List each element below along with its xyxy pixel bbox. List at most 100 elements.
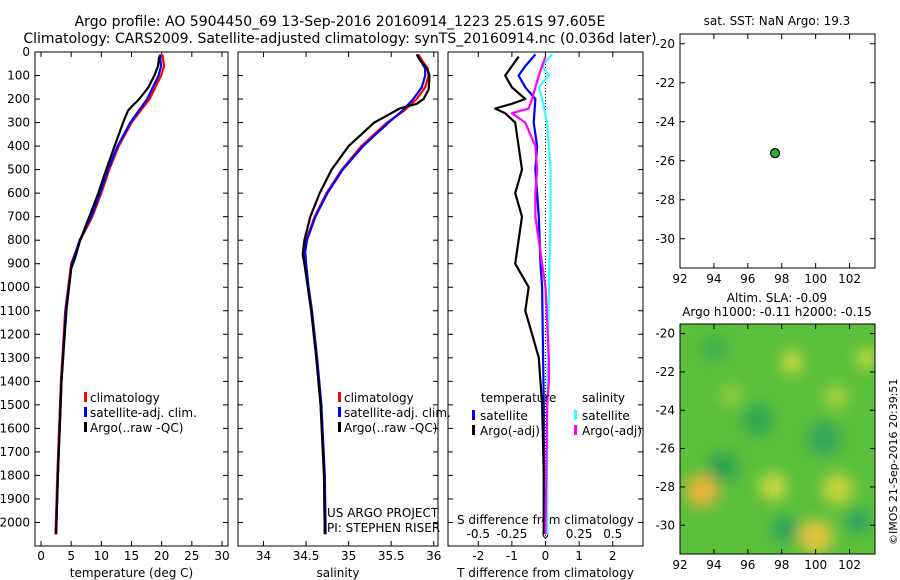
y-tick-label: -24: [655, 115, 675, 129]
y-tick-label: -20: [655, 37, 675, 51]
sla-heatmap-field: [680, 324, 875, 554]
x-tick-label: 36: [426, 549, 441, 563]
x-tick-label: 102: [838, 272, 861, 286]
y-tick-label: -28: [655, 480, 675, 494]
series-line-argo-raw-qc-: [301, 53, 431, 535]
x-tick-label: 98: [774, 558, 789, 572]
series-line-argo-raw-qc-: [55, 56, 161, 535]
y-tick-label: 700: [7, 210, 30, 224]
legend-title-temperature: temperature: [481, 391, 556, 405]
series-line-climatology: [54, 54, 166, 535]
sla-heatmap-background: [680, 324, 875, 554]
legend-entry: climatology: [90, 391, 160, 405]
x-axis-label: temperature (deg C): [70, 566, 193, 580]
x-axis-label: salinity: [316, 566, 359, 580]
y-tick-label: 1900: [0, 492, 30, 506]
figure-title-line1: Argo profile: AO 5904450_69 13-Sep-2016 …: [74, 14, 606, 30]
y-tick-label: -30: [655, 232, 675, 246]
map-title: sat. SST: NaN Argo: 19.3: [704, 14, 851, 28]
sla-anomaly-patch: [856, 348, 875, 369]
x-tick-label: 98: [774, 272, 789, 286]
x-tick-label: 94: [706, 558, 721, 572]
x-tick-label: 35: [341, 549, 356, 563]
series-line-salinity-argo-adj-: [510, 56, 551, 535]
x-tick-label: 102: [838, 558, 861, 572]
y-tick-label: 100: [7, 69, 30, 83]
legend-entry: satellite-adj. clim.: [344, 406, 451, 420]
x-tick-label: 0: [37, 549, 45, 563]
sla-anomaly-patch: [771, 515, 799, 543]
x-tick-label: 10: [94, 549, 109, 563]
sla-anomaly-patch: [720, 384, 742, 406]
x-tick-label: -2: [472, 549, 484, 563]
legend-entry: Argo(..raw -QC): [90, 421, 183, 435]
legend-swatch: [84, 422, 87, 432]
y-tick-label: 1300: [0, 351, 30, 365]
secondary-x-tick-label: 0.25: [566, 527, 593, 541]
y-tick-label: 1700: [0, 445, 30, 459]
y-tick-label: -22: [655, 365, 675, 379]
secondary-x-tick-label: -0.5: [467, 527, 490, 541]
y-tick-label: 0: [22, 45, 30, 59]
legend-swatch: [84, 407, 87, 417]
sla-anomaly-patch: [807, 422, 842, 456]
x-tick-label: 30: [214, 549, 229, 563]
legend-entry: Argo(-adj): [582, 424, 642, 438]
legend-swatch: [84, 392, 87, 402]
legend-swatch: [472, 425, 475, 435]
x-tick-label: 2: [609, 549, 617, 563]
y-tick-label: 200: [7, 92, 30, 106]
y-tick-label: 2000: [0, 515, 30, 529]
secondary-x-tick-label: 0.5: [603, 527, 622, 541]
sla-anomaly-patch: [702, 337, 726, 361]
axes-frame-temperature: [34, 51, 229, 547]
x-tick-label: 20: [154, 549, 169, 563]
y-tick-label: 900: [7, 257, 30, 271]
x-tick-label: 0: [542, 549, 550, 563]
sla-anomaly-patch: [824, 384, 848, 409]
legend-swatch: [338, 422, 341, 432]
legend-swatch: [574, 410, 577, 420]
legend-entry: Argo(..raw -QC): [344, 421, 437, 435]
y-tick-label: 1000: [0, 280, 30, 294]
x-tick-label: 25: [184, 549, 199, 563]
sla-anomaly-patch: [798, 519, 833, 554]
series-line-temperature-satellite: [517, 53, 545, 535]
y-tick-label: -26: [655, 442, 675, 456]
y-tick-label: 1600: [0, 421, 30, 435]
y-tick-label: 400: [7, 139, 30, 153]
legend-swatch: [574, 425, 577, 435]
y-tick-label: -20: [655, 327, 675, 341]
x-axis-label: T difference from climatology: [456, 566, 634, 580]
y-tick-label: 1400: [0, 374, 30, 388]
y-tick-label: -28: [655, 193, 675, 207]
map-frame-sla_map: [679, 323, 876, 555]
legend-swatch: [338, 407, 341, 417]
y-tick-label: -30: [655, 518, 675, 532]
sla-anomaly-patch: [822, 473, 853, 505]
sla-anomaly-patch: [780, 350, 804, 375]
legend-entry: climatology: [344, 391, 414, 405]
x-tick-label: 15: [124, 549, 139, 563]
y-tick-label: -26: [655, 154, 675, 168]
legend-entry: satellite: [582, 409, 630, 423]
y-tick-label: 600: [7, 186, 30, 200]
sla-anomaly-patch: [846, 509, 870, 534]
x-tick-label: 96: [740, 558, 755, 572]
sla-anomaly-patch: [742, 404, 774, 436]
x-tick-label: 5: [67, 549, 75, 563]
y-tick-label: 1200: [0, 327, 30, 341]
figure-title-line2: Climatology: CARS2009. Satellite-adjuste…: [23, 31, 657, 47]
legend-entry: satellite-adj. clim.: [90, 406, 197, 420]
series-line-satellite-adj-clim-: [55, 54, 163, 535]
y-tick-label: 300: [7, 116, 30, 130]
sla-anomaly-patch: [707, 452, 738, 484]
legend-entry: satellite: [480, 409, 528, 423]
x-tick-label: 92: [672, 558, 687, 572]
legend-swatch: [338, 392, 341, 402]
y-tick-label: 1800: [0, 468, 30, 482]
y-tick-label: 800: [7, 233, 30, 247]
secondary-x-tick-label: -0.25: [496, 527, 527, 541]
sla-map-title-line2: Argo h1000: -0.11 h2000: -0.15: [682, 305, 872, 319]
